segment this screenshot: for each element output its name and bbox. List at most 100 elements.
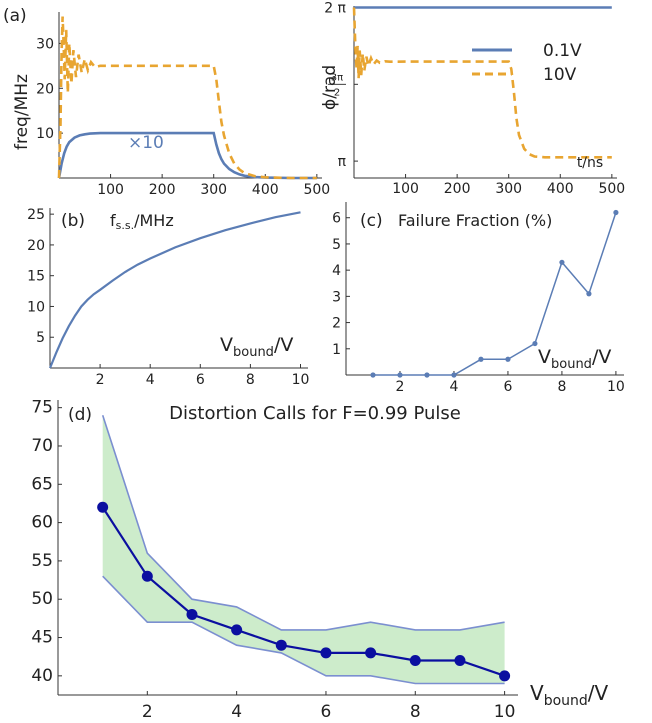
- panel-c-y-tick-label: 6: [332, 211, 341, 227]
- panel-d-y-tick-label: 40: [31, 666, 53, 686]
- phase-legend: 0.1V 10V: [472, 41, 582, 85]
- panel-d-mean-point: [365, 647, 377, 659]
- panel-a-x-tick-label: 100: [97, 182, 124, 198]
- panel-d-mean-point: [275, 639, 287, 651]
- panel-c-x-tick-label: 2: [396, 379, 405, 395]
- phase-x-tick-label: 400: [547, 181, 574, 197]
- panel-a-y-tick-label: 30: [36, 36, 54, 52]
- panel-d-mean-point: [186, 609, 198, 621]
- panel-d-mean-point: [231, 624, 243, 636]
- panel-c-point: [586, 291, 592, 297]
- panel-c-y-tick-label: 1: [332, 342, 341, 358]
- phase-y-tick-label-3pi-num: 3π: [331, 72, 343, 83]
- panel-d-x-tick-label: 2: [142, 702, 153, 722]
- panel-b-y-tick-label: 25: [27, 207, 45, 223]
- panel-d-y-tick-label: 75: [31, 398, 53, 418]
- panel-c-title: Failure Fraction (%): [398, 211, 552, 230]
- panel-c-x-tick-label: 4: [450, 379, 459, 395]
- panel-c-y-tick-label: 3: [332, 289, 341, 305]
- panel-c-y-tick-label: 2: [332, 316, 341, 332]
- panel-d-xlabel: Vbound/V: [530, 681, 609, 709]
- panel-a-annotation: ×10: [128, 133, 164, 153]
- panel-d-x-tick-label: 8: [410, 702, 421, 722]
- panel-b-y-tick-label: 5: [36, 330, 45, 346]
- panel-d-y-tick-label: 50: [31, 589, 53, 609]
- panel-c-point: [505, 356, 511, 362]
- panel-d-mean-point: [97, 501, 109, 513]
- legend-label-0.1V: 0.1V: [543, 41, 582, 61]
- panel-d-x-tick-label: 4: [231, 702, 242, 722]
- phase-ylabel: ϕ/rad: [320, 65, 340, 110]
- panel-c-point: [370, 372, 376, 378]
- panel-c-point: [532, 340, 538, 347]
- panel-d-upper-edge: [101, 415, 505, 631]
- panel-b-x-tick-label: 10: [292, 372, 310, 388]
- phase-y-tick-label-3pi-den: 2: [334, 87, 340, 98]
- panel-d-y-tick-label: 55: [31, 551, 53, 571]
- panel-b-x-tick-label: 6: [196, 372, 205, 388]
- panel-d-distortion: (d) Distortion Calls for F=0.99 Pulse 2 4…: [31, 398, 608, 722]
- panel-b-x-tick-label: 2: [96, 372, 105, 388]
- panel-a-x-tick-label: 400: [252, 182, 279, 198]
- panel-b-steady-state: (b) fs.s./MHz 2 4 6 8 10 5 10 15 20 25 Vbound/V: [27, 207, 309, 388]
- panel-label-a: (a): [3, 6, 27, 26]
- panel-a-freq: (a) freq/MHz 100 200 300 400 500 10 20 30 ×10: [3, 6, 330, 198]
- phase-y-tick-label-2pi: 2 π: [324, 1, 346, 17]
- panel-b-y-tick-label: 10: [27, 299, 45, 315]
- phase-series-10V: [352, 7, 612, 159]
- panel-d-y-tick-label: 70: [31, 436, 53, 456]
- phase-y-tick-label-pi: π: [338, 154, 347, 170]
- legend-label-10V: 10V: [543, 65, 577, 85]
- panel-label-b: (b): [61, 211, 85, 231]
- panel-d-x-tick-label: 10: [494, 702, 516, 722]
- panel-c-point: [451, 372, 457, 378]
- phase-x-tick-label: 100: [392, 181, 419, 197]
- panel-b-y-tick-label: 20: [27, 238, 45, 254]
- panel-d-y-tick-label: 45: [31, 628, 53, 648]
- panel-label-d: (d): [68, 405, 92, 425]
- panel-c-x-tick-label: 6: [503, 379, 512, 395]
- panel-d-x-tick-label: 6: [321, 702, 332, 722]
- panel-a-series-10V: [57, 16, 317, 180]
- panel-a-y-tick-label: 10: [36, 126, 54, 142]
- panel-phase: ϕ/rad 100 200 300 400 500 π 2 π 3π 2 t/ns 0.1V 1…: [320, 1, 625, 197]
- panel-a-x-tick-label: 200: [149, 182, 176, 198]
- panel-c-point: [397, 372, 403, 378]
- panel-a-x-tick-label: 300: [200, 182, 227, 198]
- phase-x-tick-label: 300: [495, 181, 522, 197]
- panel-c-point: [424, 372, 430, 378]
- panel-d-mean-point: [320, 647, 332, 659]
- panel-b-series: [48, 211, 301, 369]
- panel-c-x-tick-label: 10: [607, 379, 625, 395]
- panel-c-x-tick-label: 8: [557, 379, 566, 395]
- panel-c-point: [559, 259, 565, 265]
- panel-d-band: [102, 415, 505, 684]
- panel-d-mean-point: [499, 670, 511, 682]
- panel-b-x-tick-label: 8: [246, 372, 255, 388]
- panel-a-y-tick-label: 20: [36, 81, 54, 97]
- panel-c-series: [373, 212, 617, 376]
- panel-b-y-tick-label: 15: [27, 269, 45, 285]
- panel-d-lower-edge: [102, 575, 505, 685]
- panel-d-title: Distortion Calls for F=0.99 Pulse: [169, 403, 461, 424]
- panel-c-point: [478, 356, 484, 362]
- panel-b-x-tick-label: 4: [146, 372, 155, 388]
- phase-x-tick-label: 500: [598, 181, 625, 197]
- panel-c-xlabel: Vbound/V: [538, 346, 611, 372]
- panel-c-y-tick-label: 5: [332, 237, 341, 253]
- panel-label-c: (c): [360, 211, 383, 231]
- phase-xlabel: t/ns: [577, 155, 603, 171]
- panel-a-series-0.1V: [57, 131, 317, 180]
- panel-d-y-tick-label: 60: [31, 513, 53, 533]
- phase-x-tick-label: 200: [444, 181, 471, 197]
- panel-d-y-tick-label: 65: [31, 474, 53, 494]
- panel-d-mean-line: [101, 506, 505, 677]
- panel-a-ylabel: freq/MHz: [12, 74, 32, 150]
- panel-a-x-tick-label: 500: [303, 182, 330, 198]
- panel-c-point: [613, 209, 619, 216]
- panel-b-title: fs.s./MHz: [110, 211, 174, 232]
- panel-d-mean-point: [141, 570, 153, 582]
- panel-d-mean-point: [454, 655, 466, 667]
